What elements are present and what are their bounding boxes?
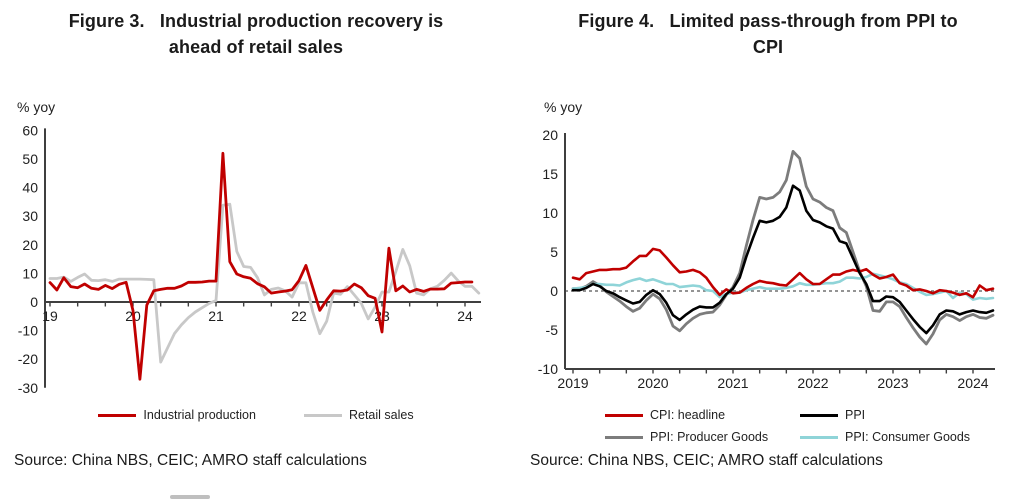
legend-label: PPI: Producer Goods	[650, 430, 769, 444]
figure3-legend: Industrial production Retail sales	[0, 408, 512, 422]
figure3-source: Source: China NBS, CEIC; AMRO staff calc…	[14, 452, 367, 469]
legend-label: Retail sales	[348, 408, 414, 422]
figure4-source: Source: China NBS, CEIC; AMRO staff calc…	[530, 452, 883, 469]
svg-text:-10: -10	[538, 361, 558, 377]
svg-text:30: 30	[22, 208, 38, 224]
legend-item-ppi-producer-goods: PPI: Producer Goods	[605, 430, 768, 444]
industrial-production-line-sample	[98, 413, 137, 417]
svg-text:0: 0	[550, 283, 558, 299]
svg-text:60: 60	[22, 122, 38, 138]
svg-text:15: 15	[542, 166, 558, 182]
legend-label: PPI: Consumer Goods	[845, 430, 971, 444]
figure4-unit-label: % yoy	[544, 99, 583, 115]
svg-text:20: 20	[22, 237, 38, 253]
svg-text:0: 0	[30, 294, 38, 310]
svg-text:24: 24	[457, 308, 473, 324]
retail-sales-line-sample	[303, 413, 342, 417]
figure4-title-line1: Figure 4. Limited pass-through from PPI …	[578, 11, 958, 31]
ppi-consumer-goods-line-sample	[800, 435, 838, 439]
figure3-line-chart: 60 50 40 30 20 10 0 -10 -20 -30 19 20 21 22 23 24	[18, 122, 481, 396]
figure3-unit-label: % yoy	[17, 99, 56, 115]
svg-text:5: 5	[550, 244, 558, 260]
svg-text:2019: 2019	[557, 375, 588, 391]
svg-text:10: 10	[542, 205, 558, 221]
figure3-title: Figure 3. Industrial production recovery…	[21, 8, 491, 60]
figure3-panel: Figure 3. Industrial production recovery…	[0, 8, 512, 469]
svg-text:23: 23	[374, 308, 390, 324]
svg-text:2021: 2021	[717, 375, 748, 391]
figure4-title-line2: CPI	[752, 37, 784, 57]
svg-text:40: 40	[22, 180, 38, 196]
svg-text:2020: 2020	[637, 375, 668, 391]
svg-text:10: 10	[22, 265, 38, 281]
figure4-title: Figure 4. Limited pass-through from PPI …	[533, 8, 1003, 60]
svg-text:-20: -20	[18, 351, 38, 367]
ppi-line-sample	[800, 413, 838, 417]
svg-text:19: 19	[42, 308, 58, 324]
ppi-producer-goods-line-sample	[605, 435, 643, 439]
legend-item-ppi-consumer-goods: PPI: Consumer Goods	[800, 430, 970, 444]
cropped-next-figure-sliver	[170, 495, 210, 499]
legend-label: PPI	[845, 408, 866, 422]
figure3-title-line2: ahead of retail sales	[168, 37, 344, 57]
legend-item-ppi: PPI	[800, 408, 865, 422]
svg-text:2022: 2022	[797, 375, 828, 391]
svg-text:22: 22	[291, 308, 307, 324]
svg-text:2023: 2023	[877, 375, 908, 391]
legend-item-industrial-production: Industrial production	[98, 408, 256, 422]
legend-item-cpi-headline: CPI: headline	[605, 408, 725, 422]
svg-text:-10: -10	[18, 323, 38, 339]
svg-text:-30: -30	[18, 380, 38, 396]
legend-label: Industrial production	[143, 408, 256, 422]
figure3-title-line1: Figure 3. Industrial production recovery…	[68, 11, 444, 31]
legend-item-retail-sales: Retail sales	[303, 408, 414, 422]
cpi-headline-line-sample	[605, 413, 643, 417]
svg-text:50: 50	[22, 151, 38, 167]
svg-text:20: 20	[542, 127, 558, 143]
figure4-panel: Figure 4. Limited pass-through from PPI …	[512, 0, 1024, 499]
svg-text:20: 20	[125, 308, 141, 324]
svg-text:-5: -5	[546, 322, 559, 338]
svg-text:2024: 2024	[957, 375, 988, 391]
svg-text:21: 21	[208, 308, 224, 324]
legend-label: CPI: headline	[650, 408, 726, 422]
